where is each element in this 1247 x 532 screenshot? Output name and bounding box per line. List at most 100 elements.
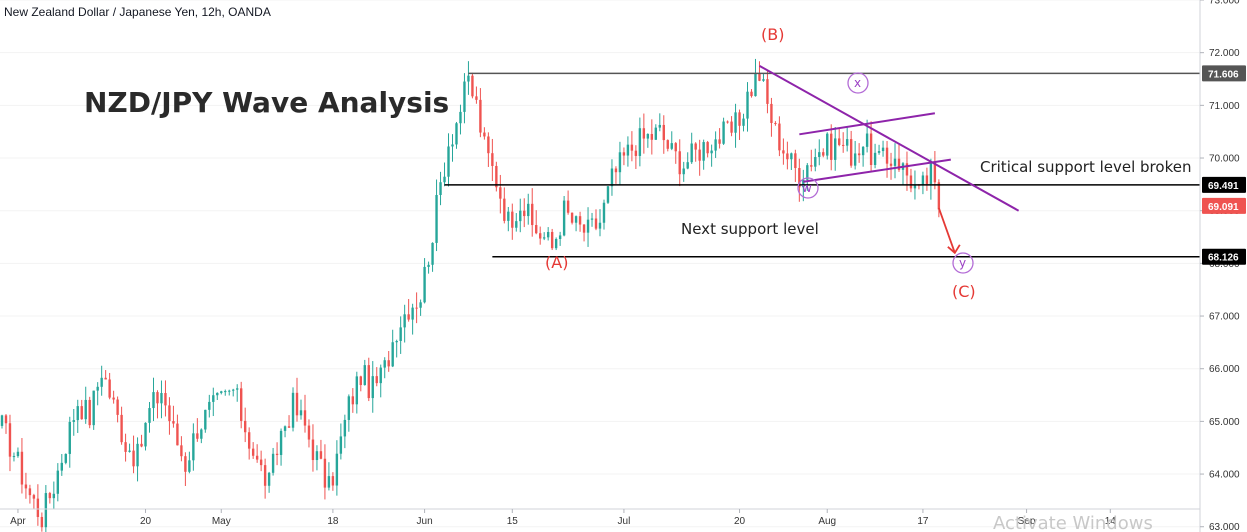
candle [363,359,366,386]
candle [527,193,530,225]
candle [327,462,331,491]
candle [626,136,630,167]
candle [849,130,853,168]
candle [315,445,319,471]
candle [263,458,267,499]
wave-x-label: x [854,76,861,90]
candle [782,138,785,165]
candle [267,471,271,493]
candle [56,463,60,502]
candle [574,215,578,232]
candle [152,377,155,422]
candle [303,394,307,433]
candle [172,405,175,428]
candle [0,414,4,429]
candle [68,416,71,468]
wave-w-label: w [802,181,812,195]
price-tag: 69.091 [1202,197,1246,214]
candle [929,158,933,200]
candle [650,119,654,155]
candle [646,133,650,148]
candle [208,394,211,418]
candle [283,425,287,438]
candle [60,454,63,476]
candle [598,209,602,237]
candle [682,161,685,182]
candle [220,390,223,395]
triangle-upper [799,112,936,136]
x-tick-label: Jul [618,516,631,527]
candle [475,86,478,104]
candle [694,142,697,162]
price-tag-label: 69.091 [1208,202,1239,213]
candle [279,428,283,466]
candle [554,237,558,251]
candle [873,143,877,169]
price-tag: 69.491 [1202,176,1246,193]
trendlines [758,64,1020,212]
candle [291,387,295,432]
candle [535,210,538,235]
candle [168,397,171,435]
wave-x-circle [847,72,869,94]
candle [790,152,793,171]
y-tick-label: 70.000 [1209,154,1240,165]
y-tick-label: 72.000 [1209,48,1240,59]
candle [447,133,450,187]
candle [259,450,263,472]
candle [108,372,111,400]
candle [562,196,566,237]
candle [124,433,127,462]
candle [72,408,75,436]
candle [642,113,646,154]
x-tick-label: 20 [734,516,746,527]
candle [243,407,247,443]
candle [806,163,809,191]
candle [670,131,673,151]
candle [566,190,570,215]
price-tag-label: 71.606 [1208,69,1239,80]
wave-c-label: (C) [952,282,976,301]
candle [200,428,203,444]
candle [814,148,817,172]
candle [275,442,279,466]
candle [778,116,781,157]
candle [558,231,562,246]
x-tick-label: Sep [1018,516,1036,527]
candle [236,384,239,402]
candle [32,493,36,510]
candle [96,382,99,406]
candle [419,299,422,316]
candle [224,389,227,396]
candle [144,422,147,451]
x-tick-label: 14 [1105,516,1117,527]
candle [347,394,351,432]
levels [444,72,1200,258]
candle [834,127,837,171]
candle [634,145,638,169]
next-support-label: Next support level [681,220,819,238]
candle [140,434,143,448]
candle [877,144,881,155]
candle [240,381,243,429]
candle [403,304,406,343]
x-tick-label: 15 [507,516,519,527]
candle [48,491,52,504]
candle [8,414,12,472]
candle [738,109,741,140]
candle [116,396,119,423]
candle [311,424,315,472]
candle [638,117,642,167]
candle [742,113,745,132]
candle [602,199,606,230]
candle [861,146,865,167]
candle [786,141,789,170]
candle [180,436,183,462]
candle [662,115,665,154]
candle [148,402,151,433]
candle [307,419,311,448]
candle [830,124,833,171]
price-tag: 68.126 [1202,248,1246,265]
candle [132,435,135,474]
